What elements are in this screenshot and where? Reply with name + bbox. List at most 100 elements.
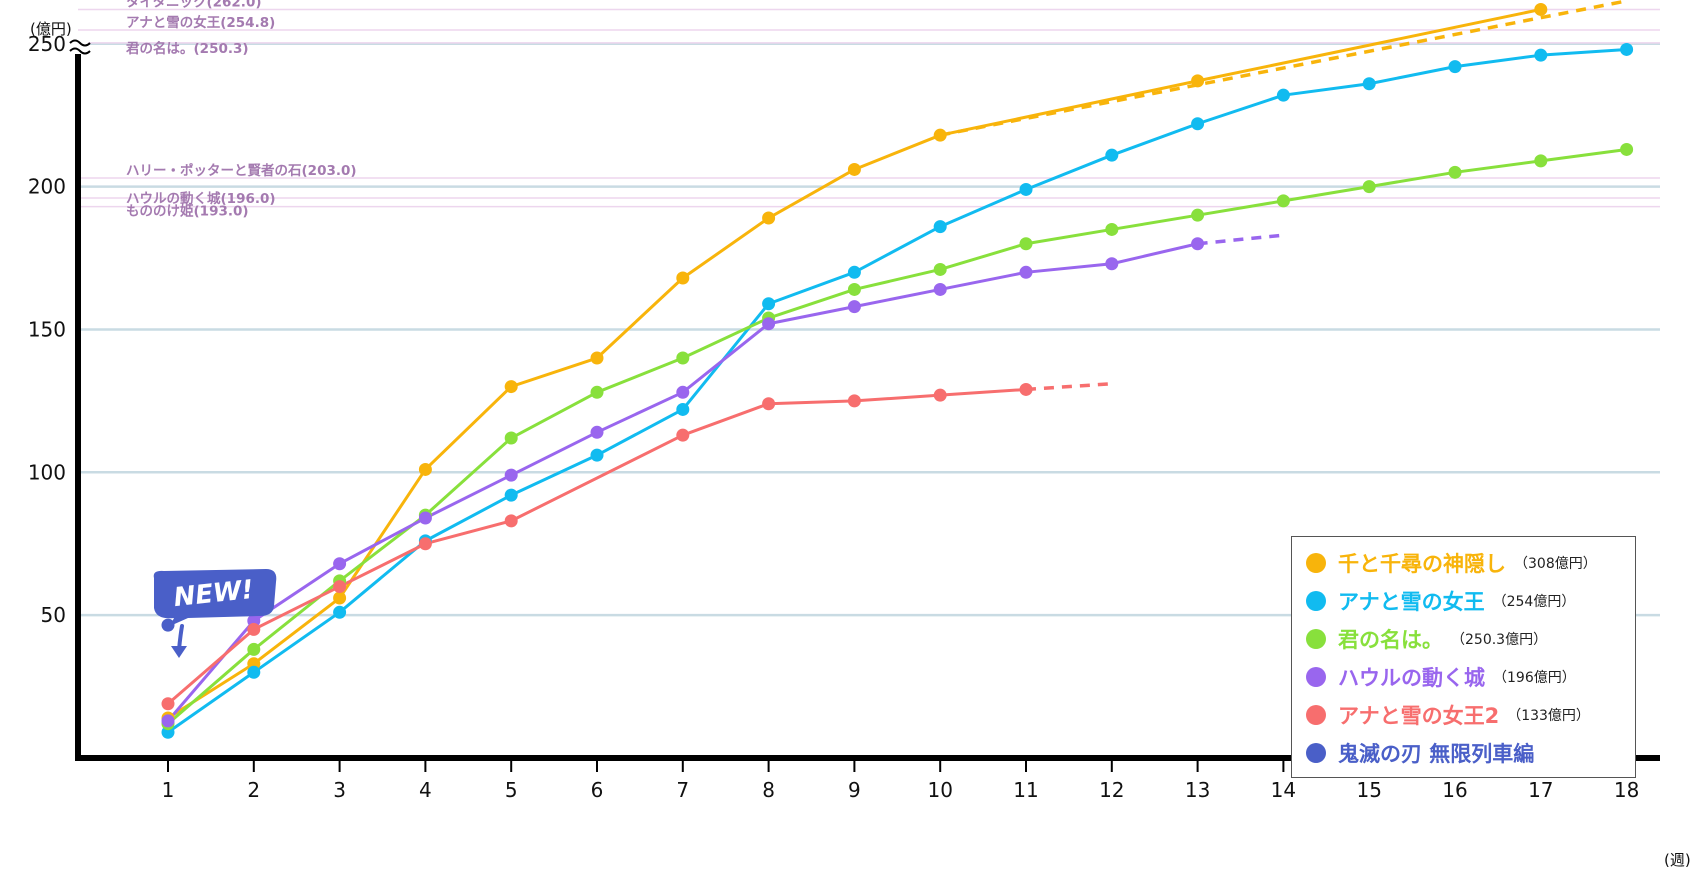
data-point — [676, 428, 690, 442]
axis-break-gap — [68, 40, 88, 54]
y-tick-label: 50 — [41, 603, 66, 627]
x-tick-label: 8 — [762, 778, 775, 802]
chart-legend: 千と千尋の神隠し （308億円） アナと雪の女王 （254億円） 君の名は。 （… — [1291, 536, 1636, 778]
legend-entry: アナと雪の女王2 （133億円） — [1306, 697, 1590, 733]
x-tick-label: 12 — [1099, 778, 1124, 802]
y-tick-label: 200 — [28, 175, 66, 199]
data-point — [1620, 42, 1634, 56]
legend-entry: アナと雪の女王 （254億円） — [1306, 583, 1575, 619]
data-point — [1534, 48, 1548, 62]
legend-entry: 君の名は。 （250.3億円） — [1306, 621, 1547, 657]
reference-label: ハウルの動く城(196.0) — [126, 190, 276, 207]
legend-name: アナと雪の女王 — [1338, 590, 1485, 614]
data-point — [1019, 265, 1033, 279]
data-point — [1105, 257, 1119, 271]
data-point — [847, 282, 861, 296]
data-point — [762, 211, 776, 225]
x-tick-label: 4 — [419, 778, 432, 802]
data-point — [762, 397, 776, 411]
legend-entry: 鬼滅の刃 無限列車編 — [1306, 735, 1542, 771]
data-point — [333, 557, 347, 571]
new-badge: NEW! — [148, 568, 280, 658]
x-tick-label: 16 — [1442, 778, 1467, 802]
legend-total: （196億円） — [1493, 670, 1576, 686]
x-tick-label: 17 — [1528, 778, 1553, 802]
x-tick-label: 2 — [247, 778, 260, 802]
data-point — [504, 468, 518, 482]
y-tick-label: 250 — [28, 32, 66, 56]
data-point — [933, 128, 947, 142]
axis-break-mark — [69, 39, 91, 55]
data-point — [247, 665, 261, 679]
legend-total: （133億円） — [1507, 708, 1590, 724]
data-point — [161, 618, 175, 632]
series-line — [167, 47, 1627, 734]
x-tick-label: 9 — [848, 778, 861, 802]
data-point — [1105, 148, 1119, 162]
legend-dot — [1306, 629, 1326, 649]
data-point — [847, 394, 861, 408]
data-point — [161, 697, 175, 711]
x-tick-label: 15 — [1356, 778, 1381, 802]
legend-dot — [1306, 705, 1326, 725]
data-point — [590, 385, 604, 399]
data-point — [1191, 237, 1205, 251]
x-tick-label: 18 — [1614, 778, 1639, 802]
data-point — [504, 431, 518, 445]
data-point — [333, 591, 347, 605]
data-point — [590, 351, 604, 365]
series-projection-line — [1197, 233, 1284, 246]
x-tick-label: 10 — [927, 778, 952, 802]
data-point — [504, 488, 518, 502]
data-point — [762, 297, 776, 311]
legend-entry: 千と千尋の神隠し （308億円） — [1306, 545, 1597, 581]
x-tick-label: 5 — [505, 778, 518, 802]
data-point — [676, 271, 690, 285]
data-point — [418, 537, 432, 551]
reference-label: もののけ姫(193.0) — [126, 203, 249, 220]
x-tick-label: 11 — [1013, 778, 1038, 802]
legend-total: （250.3億円） — [1451, 632, 1548, 648]
data-point — [333, 580, 347, 594]
data-point — [1534, 154, 1548, 168]
x-axis-unit-label: (週) — [1664, 851, 1691, 869]
data-point — [161, 714, 175, 728]
data-point — [933, 282, 947, 296]
legend-name: アナと雪の女王2 — [1338, 704, 1500, 728]
data-point — [676, 402, 690, 416]
data-point — [590, 425, 604, 439]
legend-total: （254億円） — [1492, 594, 1576, 610]
y-tick-label: 100 — [28, 460, 66, 484]
legend-dot — [1306, 667, 1326, 687]
x-tick-label: 13 — [1185, 778, 1210, 802]
legend-total: （308億円） — [1514, 556, 1597, 572]
reference-lines: 千と千尋の神隠し(308.0)タイタニック(262.0)アナと雪の女王(254.… — [78, 0, 1660, 220]
data-point — [676, 351, 690, 365]
data-point — [1620, 142, 1634, 156]
data-point — [418, 462, 432, 476]
data-point — [504, 380, 518, 394]
legend-name: 千と千尋の神隠し — [1338, 552, 1506, 576]
data-point — [590, 448, 604, 462]
data-point — [1362, 77, 1376, 91]
legend-name: 君の名は。 — [1338, 628, 1443, 652]
series-line — [166, 242, 1198, 722]
legend-name: 鬼滅の刃 無限列車編 — [1338, 742, 1535, 766]
x-tick-label: 3 — [333, 778, 346, 802]
legend-dot — [1306, 553, 1326, 573]
data-point — [1448, 165, 1462, 179]
y-axis-unit-label: (億円) — [30, 20, 72, 38]
reference-label: アナと雪の女王(254.8) — [126, 14, 275, 31]
data-point — [762, 317, 776, 331]
x-tick-label: 6 — [591, 778, 604, 802]
data-point — [847, 162, 861, 176]
data-point — [247, 642, 261, 656]
data-point — [504, 514, 518, 528]
data-point — [1534, 2, 1548, 16]
legend-dot — [1306, 743, 1326, 763]
series-line — [167, 387, 1027, 705]
data-point — [1276, 88, 1290, 102]
reference-label: ハリー・ポッターと賢者の石(203.0) — [126, 162, 357, 179]
data-point — [933, 220, 947, 234]
